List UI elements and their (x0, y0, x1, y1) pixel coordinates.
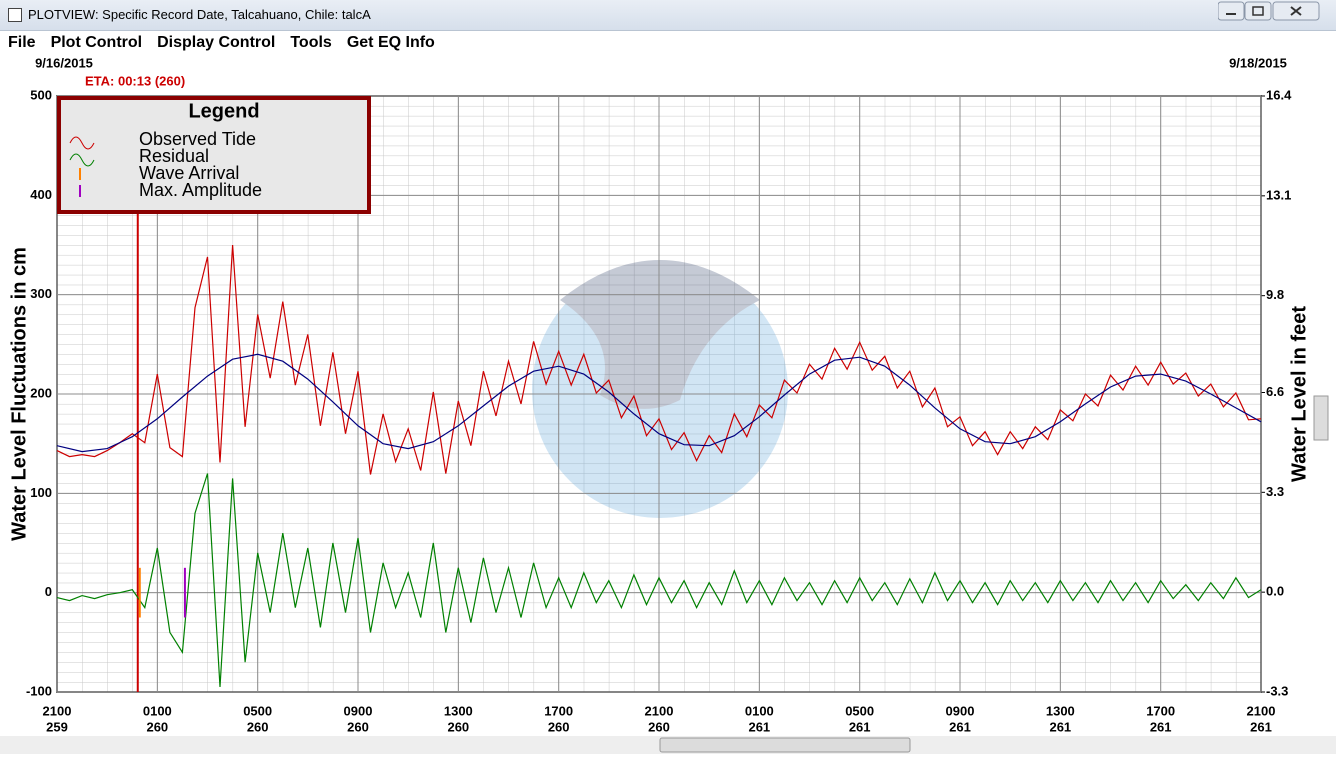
eta-label: ETA: 00:13 (260) (85, 73, 185, 88)
x-tick-day: 260 (447, 719, 469, 734)
x-tick-day: 261 (1049, 719, 1071, 734)
x-tick-label: 1300 (1046, 703, 1075, 718)
menu-bar: File Plot Control Display Control Tools Get … (0, 31, 1336, 55)
app-icon (8, 8, 22, 22)
y2-axis-title: Water Level in feet (1288, 306, 1310, 482)
chart: 9/16/2015 9/18/2015 Water Level Fluctuat… (0, 55, 1336, 754)
maximize-button[interactable] (1244, 1, 1272, 21)
y-tick-label: 100 (30, 485, 52, 500)
x-tick-label: 0100 (745, 703, 774, 718)
y2-tick-label: 3.3 (1266, 484, 1284, 499)
x-tick-label: 1700 (544, 703, 573, 718)
x-tick-label: 0500 (845, 703, 874, 718)
x-tick-label: 2100 (1247, 703, 1276, 718)
y-tick-label: 200 (30, 385, 52, 400)
x-tick-label: 1700 (1146, 703, 1175, 718)
y2-tick-label: 9.8 (1266, 287, 1284, 302)
y2-tick-label: 6.6 (1266, 384, 1284, 399)
x-tick-day: 259 (46, 719, 68, 734)
x-tick-day: 260 (648, 719, 670, 734)
window-controls (1218, 1, 1320, 21)
series-line (56, 353, 1262, 453)
x-tick-label: 2100 (645, 703, 674, 718)
y-axis-title: Water Level Fluctuations in cm (8, 247, 30, 541)
x-tick-label: 1300 (444, 703, 473, 718)
x-tick-day: 261 (849, 719, 871, 734)
x-tick-label: 0100 (143, 703, 172, 718)
x-tick-day: 261 (1250, 719, 1272, 734)
y2-tick-label: -3.3 (1266, 683, 1288, 698)
x-tick-label: 0500 (243, 703, 272, 718)
y2-tick-label: 0.0 (1266, 584, 1284, 599)
y-tick-label: 500 (30, 87, 52, 102)
x-tick-day: 260 (247, 719, 269, 734)
start-date: 9/16/2015 (35, 55, 93, 70)
x-tick-day: 260 (548, 719, 570, 734)
watermark (532, 260, 788, 518)
y-tick-label: 400 (30, 187, 52, 202)
legend-label: Observed Tide (139, 129, 256, 149)
x-tick-label: 2100 (43, 703, 72, 718)
legend-swatch (69, 136, 95, 150)
menu-item[interactable]: Plot Control (50, 34, 143, 51)
legend-label: Wave Arrival (139, 163, 239, 183)
legend-frame (57, 96, 371, 214)
y2-tick-label: 16.4 (1266, 87, 1292, 102)
menu-item[interactable]: Get EQ Info (346, 34, 435, 51)
y-tick-label: -100 (26, 683, 52, 698)
menu-item[interactable]: File (8, 34, 36, 51)
legend-label: Residual (139, 146, 209, 166)
legend-title: Legend (188, 100, 259, 122)
y-tick-label: 300 (30, 286, 52, 301)
horizontal-scroll-thumb[interactable] (659, 737, 911, 753)
series-line (56, 244, 1262, 475)
series-line (56, 473, 1262, 688)
x-tick-day: 261 (949, 719, 971, 734)
minimize-button[interactable] (1218, 1, 1245, 21)
x-tick-day: 260 (146, 719, 168, 734)
vertical-scroll-thumb[interactable] (1313, 395, 1329, 441)
y2-tick-label: 13.1 (1266, 187, 1291, 202)
y-tick-label: 0 (45, 584, 52, 599)
x-tick-day: 260 (347, 719, 369, 734)
title-bar: PLOTVIEW: Specific Record Date, Talcahua… (0, 0, 1336, 31)
x-tick-day: 261 (748, 719, 770, 734)
x-tick-label: 0900 (946, 703, 975, 718)
x-tick-day: 261 (1150, 719, 1172, 734)
legend-label: Max. Amplitude (139, 180, 262, 200)
window-title: PLOTVIEW: Specific Record Date, Talcahua… (28, 7, 371, 22)
menu-item[interactable]: Tools (290, 34, 332, 51)
menu-item[interactable]: Display Control (157, 34, 276, 51)
legend-swatch (69, 153, 95, 167)
end-date: 9/18/2015 (1229, 55, 1287, 70)
x-tick-label: 0900 (344, 703, 373, 718)
